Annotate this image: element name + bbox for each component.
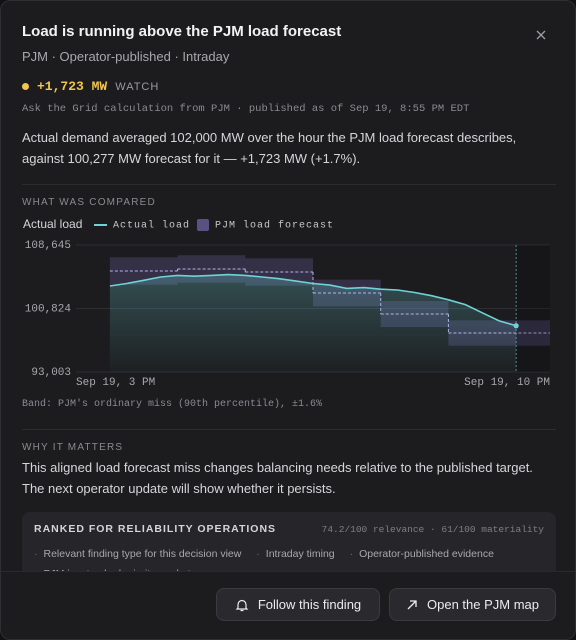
tag: Operator-published evidence <box>350 548 494 560</box>
legend-label: PJM load forecast <box>215 220 334 232</box>
title: Load is running above the PJM load forec… <box>22 23 342 40</box>
ranked-metrics: 74.2/100 relevance · 61/100 materiality <box>321 524 544 535</box>
button-label: Open the PJM map <box>427 597 539 612</box>
subtitle: PJM · Operator-published · Intraday <box>22 49 230 64</box>
y-axis-label: Actual load <box>23 217 82 231</box>
chart: Actual load Actual load PJM load forecast 9… <box>23 217 550 389</box>
section-heading: WHAT WAS COMPARED <box>22 197 156 208</box>
relevance: 74.2/100 relevance <box>321 524 425 535</box>
x-tick-label: Sep 19, 3 PM <box>76 377 155 389</box>
x-tick-label: Sep 19, 10 PM <box>464 377 550 389</box>
bell-icon <box>235 599 249 611</box>
band-note: Band: PJM's ordinary miss (90th percenti… <box>22 399 323 410</box>
status: +1,723 MW WATCH <box>22 79 159 94</box>
divider <box>22 184 556 185</box>
legend-label: Actual load <box>113 220 190 232</box>
y-tick-label: 100,824 <box>25 303 72 315</box>
tag: Intraday timing <box>256 548 334 560</box>
actual-area <box>109 274 517 372</box>
section-heading: WHY IT MATTERS <box>22 442 124 453</box>
status-value: +1,723 MW <box>37 79 108 94</box>
status-level: WATCH <box>115 80 160 93</box>
legend-swatch <box>197 219 209 231</box>
y-tick-label: 108,645 <box>25 240 71 252</box>
why-text: This aligned load forecast miss changes … <box>22 460 533 496</box>
actual-line <box>109 273 517 327</box>
future-shade <box>516 245 550 372</box>
source: Ask the Grid calculation from PJM · publ… <box>22 103 470 115</box>
map-button[interactable]: Open the PJM map <box>389 588 556 621</box>
button-label: Follow this finding <box>257 597 362 612</box>
ranked-heading: RANKED FOR RELIABILITY OPERATIONS <box>34 523 277 535</box>
tag: Relevant finding type for this decision … <box>34 548 241 560</box>
now-point <box>513 323 519 329</box>
arrow-icon <box>407 599 417 609</box>
y-tick-label: 93,003 <box>31 367 71 379</box>
close-button[interactable] <box>531 25 551 45</box>
follow-button[interactable]: Follow this finding <box>216 588 380 621</box>
status-dot <box>22 83 29 90</box>
divider <box>22 429 556 430</box>
materiality: 61/100 materiality <box>441 524 544 535</box>
summary: Actual demand averaged 102,000 MW over t… <box>22 130 517 166</box>
